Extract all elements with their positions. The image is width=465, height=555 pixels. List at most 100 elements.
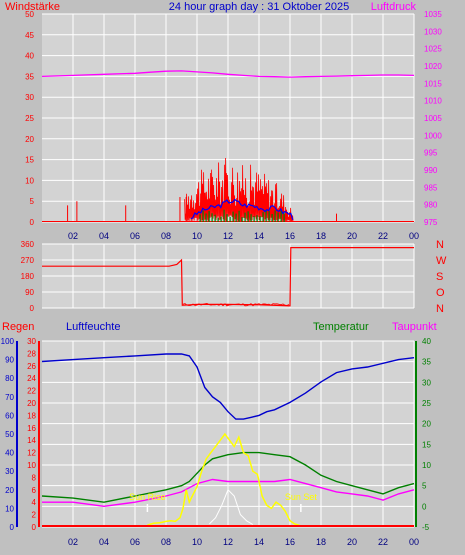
temp-x-tick: 08 [161, 537, 171, 547]
pressure-line [41, 70, 415, 78]
pressure-y-tick: 990 [424, 166, 438, 175]
temp-x-tick: 18 [316, 537, 326, 547]
pressure-y-tick: 1000 [424, 131, 442, 140]
temp-x-tick: 14 [254, 537, 264, 547]
wind-x-tick: 02 [68, 231, 78, 241]
pressure-y-tick: 980 [424, 201, 438, 210]
wind-y-tick: 35 [25, 72, 34, 81]
wind-direction-line [42, 247, 414, 307]
direction-y-tick: 0 [30, 304, 35, 313]
wind-x-tick: 10 [192, 231, 202, 241]
temp-x-tick: 00 [409, 537, 419, 547]
wind-pressure-panel: 0510152025303540455097598098599099510001… [25, 10, 442, 241]
temperature-y-tick: 15 [422, 440, 431, 449]
rain-y-tick: 8 [32, 473, 37, 482]
wind-y-tick: 20 [25, 135, 34, 144]
pressure-y-tick: 975 [424, 218, 438, 227]
rain-y-tick: 12 [27, 449, 36, 458]
rain-y-tick: 30 [27, 337, 36, 346]
sunset-label: Sun Set [285, 492, 318, 502]
temperature-axis-title: Temperatur [313, 321, 369, 333]
temp-x-tick: 20 [347, 537, 357, 547]
humidity-y-tick: 80 [5, 374, 14, 383]
graph-title: 24 hour graph day : 31 Oktober 2025 [169, 1, 349, 13]
rain-y-tick: 26 [27, 362, 36, 371]
rain-y-tick: 24 [27, 374, 36, 383]
temperature-y-tick: 40 [422, 337, 431, 346]
wind-x-tick: 16 [285, 231, 295, 241]
rain-y-tick: 20 [27, 399, 36, 408]
rain-y-tick: 16 [27, 424, 36, 433]
humidity-y-tick: 20 [5, 486, 14, 495]
wind-y-tick: 10 [25, 176, 34, 185]
wind-y-tick: 25 [25, 114, 34, 123]
direction-y-tick: 180 [21, 272, 35, 281]
wind-y-tick: 50 [25, 10, 34, 19]
pressure-y-tick: 1005 [424, 114, 442, 123]
pressure-axis-title: Luftdruck [371, 1, 417, 13]
humidity-line [41, 353, 415, 420]
wind-x-tick: 18 [316, 231, 326, 241]
humidity-y-tick: 10 [5, 504, 14, 513]
humidity-y-tick: 100 [1, 337, 15, 346]
wind-axis-title: Windstärke [5, 1, 60, 13]
wind-y-tick: 30 [25, 93, 34, 102]
solar-line [147, 432, 302, 527]
avg-wind-line [190, 198, 294, 220]
compass-label: N [436, 239, 444, 251]
humidity-y-tick: 90 [5, 356, 14, 365]
wind-y-tick: 45 [25, 31, 34, 40]
wind-x-tick: 12 [223, 231, 233, 241]
pressure-y-tick: 1030 [424, 27, 442, 36]
temperature-y-tick: -5 [422, 523, 430, 532]
pressure-y-tick: 1020 [424, 62, 442, 71]
humidity-axis-title: Luftfeuchte [66, 321, 120, 333]
humidity-y-tick: 0 [10, 523, 15, 532]
temperature-y-tick: 0 [422, 502, 427, 511]
temperature-y-tick: 25 [422, 399, 431, 408]
rain-y-tick: 2 [32, 511, 37, 520]
direction-y-tick: 360 [21, 240, 35, 249]
rain-y-tick: 28 [27, 349, 36, 358]
compass-label: N [436, 303, 444, 315]
temperature-humidity-panel: 0102030405060708090100024681012141618202… [1, 337, 432, 547]
humidity-y-tick: 40 [5, 449, 14, 458]
wind-x-tick: 06 [130, 231, 140, 241]
pressure-y-tick: 1025 [424, 45, 442, 54]
wind-y-tick: 0 [30, 218, 35, 227]
rain-y-tick: 14 [27, 436, 36, 445]
humidity-y-tick: 50 [5, 430, 14, 439]
temperature-y-tick: 20 [422, 420, 431, 429]
temp-x-tick: 22 [378, 537, 388, 547]
direction-y-tick: 90 [25, 288, 34, 297]
dewpoint-axis-title: Taupunkt [392, 321, 437, 333]
rain-y-tick: 18 [27, 411, 36, 420]
pressure-y-tick: 1015 [424, 79, 442, 88]
compass-label: W [436, 255, 447, 267]
wind-direction-jitter [182, 303, 290, 307]
pressure-y-tick: 995 [424, 149, 438, 158]
temperature-y-tick: 5 [422, 482, 427, 491]
rain-axis-title: Regen [2, 321, 34, 333]
sunrise-label: Sun Rise [129, 492, 166, 502]
temperature-y-tick: 10 [422, 461, 431, 470]
temp-x-tick: 04 [99, 537, 109, 547]
humidity-y-tick: 30 [5, 467, 14, 476]
compass-label: S [436, 271, 443, 283]
uv-line [209, 488, 254, 525]
wind-x-tick: 04 [99, 231, 109, 241]
wind-y-tick: 15 [25, 156, 34, 165]
rain-y-tick: 6 [32, 486, 37, 495]
wind-x-tick: 20 [347, 231, 357, 241]
pressure-y-tick: 1010 [424, 97, 442, 106]
rain-y-tick: 10 [27, 461, 36, 470]
temp-x-tick: 06 [130, 537, 140, 547]
wind-y-tick: 40 [25, 52, 34, 61]
direction-y-tick: 270 [21, 256, 35, 265]
rain-y-tick: 22 [27, 387, 36, 396]
pressure-y-tick: 985 [424, 183, 438, 192]
pressure-y-tick: 1035 [424, 10, 442, 19]
compass-label: O [436, 287, 445, 299]
wind-x-tick: 14 [254, 231, 264, 241]
